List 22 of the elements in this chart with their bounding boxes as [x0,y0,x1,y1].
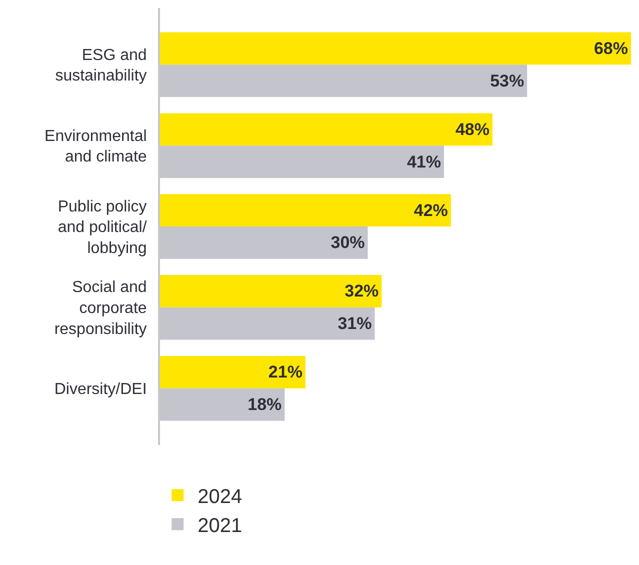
bar [160,194,451,226]
data-label: 42% [414,200,448,220]
data-label: 53% [490,71,524,90]
bar [160,275,382,308]
data-label: 41% [406,152,441,172]
bar [160,356,306,388]
data-label: 48% [455,120,490,139]
y-tick-label: Public policy and political/ lobbying [58,198,148,257]
data-label: 68% [594,38,628,58]
data-label: 18% [248,395,282,414]
legend-label: 2024 [198,486,242,508]
y-tick-label: Diversity/DEI [54,380,147,398]
data-label: 21% [268,362,302,382]
y-tick-label: ESG and sustainability [55,46,147,85]
y-tick-label: Social and corporate responsibility [54,279,147,338]
bar [160,32,631,65]
data-label: 31% [338,314,372,334]
data-label: 32% [344,282,379,301]
y-tick-label: Environmental and climate [44,128,147,166]
data-label: 30% [330,233,365,252]
bar [160,113,492,146]
legend-label: 2021 [198,514,242,537]
